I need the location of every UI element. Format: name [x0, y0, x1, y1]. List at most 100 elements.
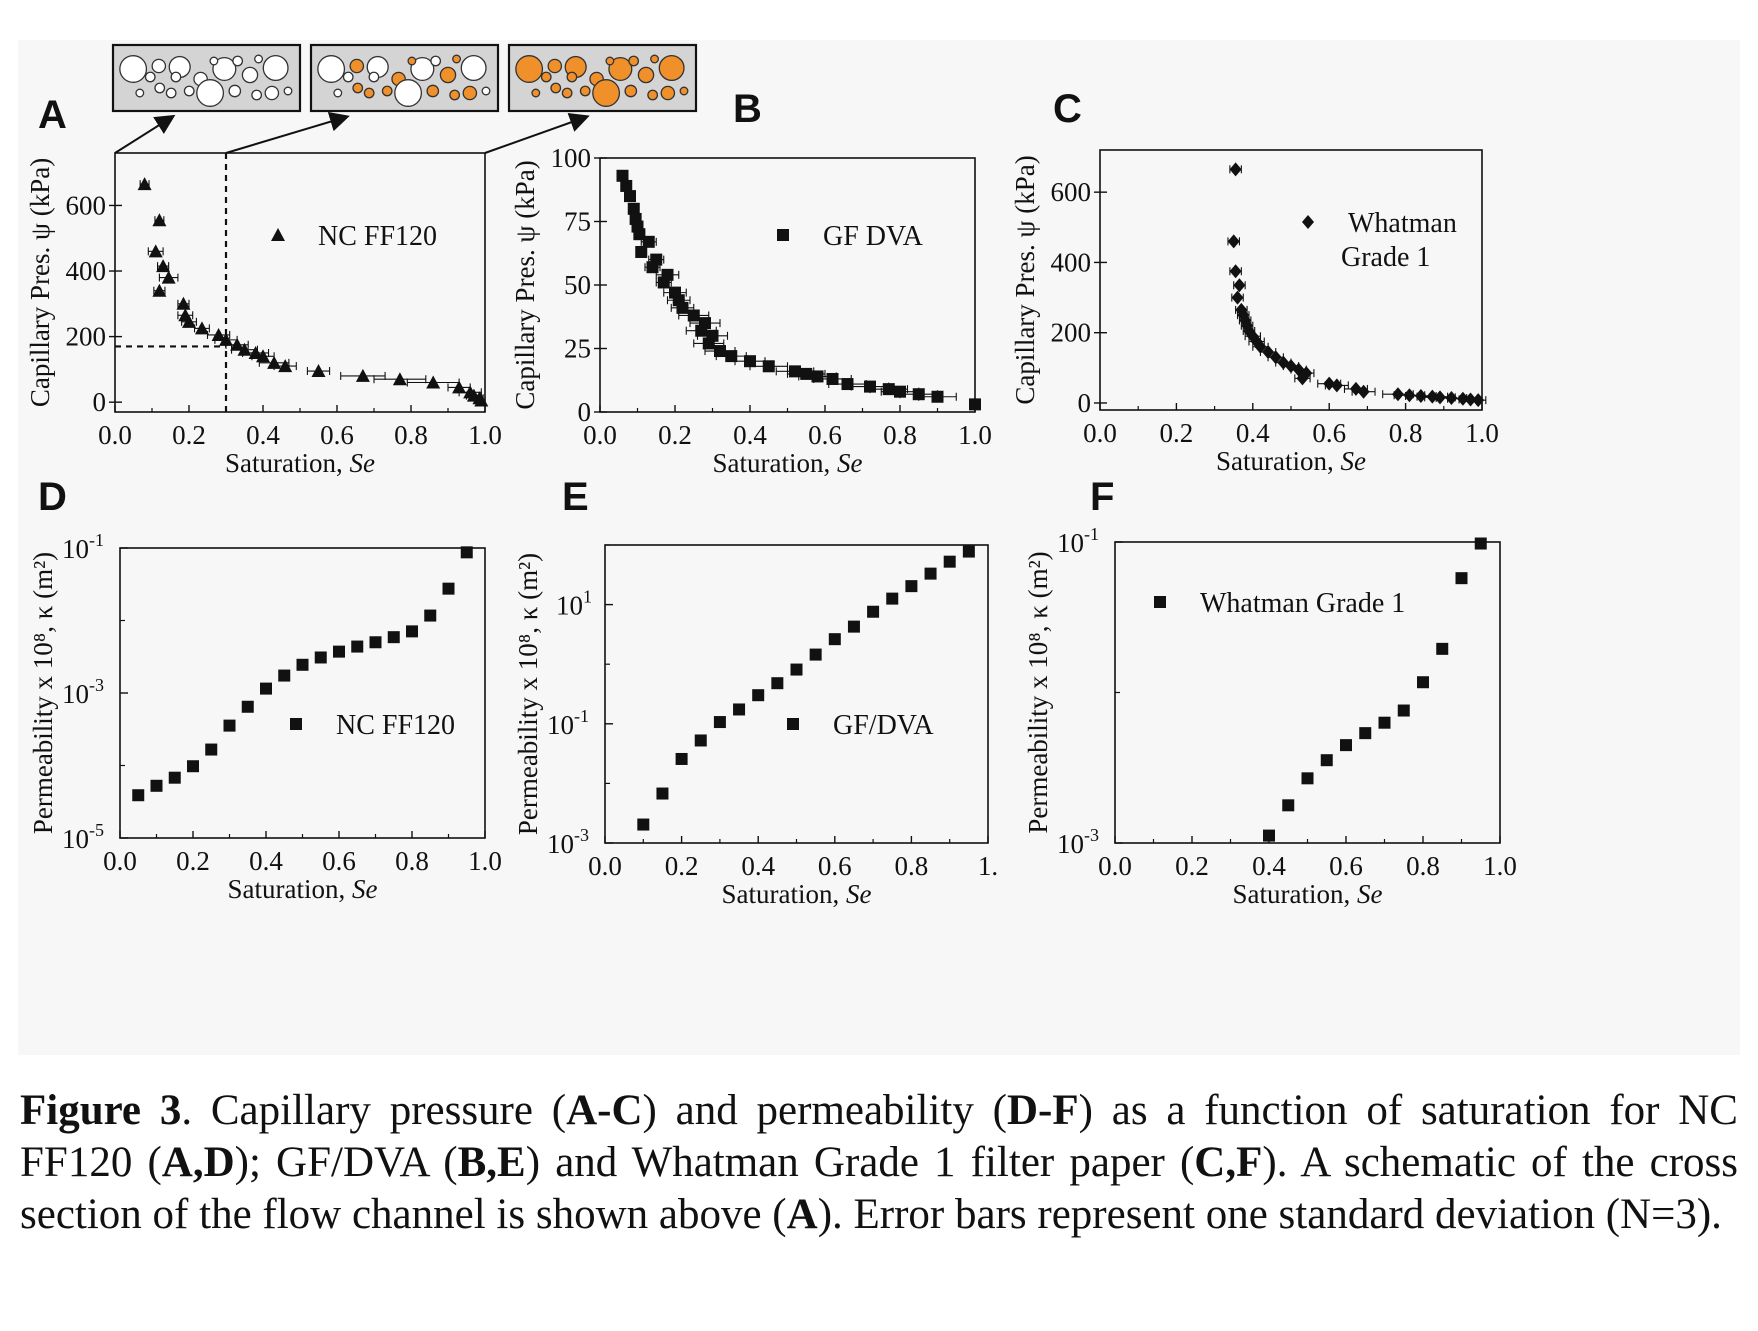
data-point [675, 752, 688, 765]
data-point [1455, 572, 1468, 585]
x-tick-label: 0.8 [1406, 851, 1440, 881]
legend-label: NC FF120 [336, 710, 455, 741]
x-tick-label: 0.2 [1175, 851, 1209, 881]
data-point [387, 631, 400, 644]
pore-circle [333, 88, 343, 98]
data-point [694, 734, 707, 747]
pore-circle [170, 71, 182, 83]
y-tick-label: 400 [1051, 247, 1092, 277]
y-tick-label: 10-1 [547, 706, 589, 740]
y-tick-label: 0 [578, 397, 592, 427]
x-tick-label: 1.0 [1483, 851, 1517, 881]
legend-marker [1302, 215, 1314, 229]
legend-label: Whatman [1348, 208, 1457, 239]
data-point [676, 301, 689, 314]
data-point [1231, 290, 1244, 305]
y-tick-label: 100 [551, 143, 592, 173]
data-point [137, 177, 152, 191]
caption-figure-label: Figure 3 [20, 1087, 182, 1134]
pore-circle [144, 71, 156, 83]
x-tick-label: 0.8 [395, 846, 429, 876]
panel-letter: C [1053, 87, 1082, 131]
schematic-arrow [484, 112, 590, 154]
data-point [800, 367, 813, 380]
x-tick-label: 0.0 [103, 846, 137, 876]
x-axis-label: Saturation, Se [713, 448, 863, 478]
data-point [392, 372, 407, 386]
data-point [406, 625, 418, 638]
data-point [1269, 350, 1282, 365]
legend-label: NC FF120 [318, 221, 437, 252]
data-point [633, 228, 646, 241]
data-point [182, 314, 196, 328]
data-point [1472, 393, 1485, 408]
pore-circle [452, 54, 461, 64]
data-point [161, 270, 176, 284]
data-point [1433, 390, 1446, 405]
schematic-arrow [225, 112, 350, 154]
x-tick-label: 0.4 [246, 420, 280, 450]
y-tick-label: 10-1 [1057, 524, 1099, 558]
data-point [1456, 391, 1469, 406]
pore-circle [561, 87, 573, 99]
pore-circle [407, 56, 417, 66]
pore-circle [637, 66, 655, 84]
x-axis-label: Saturation, Se [225, 448, 375, 478]
legend-label: GF/DVA [833, 710, 934, 741]
data-point [1445, 391, 1458, 406]
legend-label: Whatman Grade 1 [1200, 588, 1405, 619]
legend-marker [777, 229, 789, 241]
pore-circle [531, 88, 541, 98]
pore-circle [264, 85, 280, 101]
y-tick-label: 400 [66, 256, 107, 286]
panel-a: A 0.0 0.2 0.4 0.6 0.8 1.0 0 200 400 600 Saturation,… [25, 93, 502, 478]
x-tick-label: 0.0 [588, 851, 622, 881]
data-point [733, 703, 746, 716]
pore-circle [430, 55, 442, 67]
data-point [260, 682, 272, 695]
data-point [1417, 676, 1429, 689]
caption-segment: ) as a function of saturation for NC FF1… [20, 1087, 1738, 1186]
data-point [176, 296, 191, 310]
data-point [132, 789, 145, 802]
x-tick-label: 0.4 [733, 420, 767, 450]
pore-circle [550, 82, 562, 94]
panel-letter: D [38, 475, 67, 519]
data-point [924, 567, 937, 580]
pore-circle [135, 88, 145, 98]
pore-circle [183, 85, 195, 97]
data-point [627, 202, 640, 215]
data-point [314, 651, 327, 664]
y-tick-label: 75 [564, 207, 591, 237]
data-point [867, 605, 880, 618]
x-axis-label: Saturation, Se [228, 874, 378, 904]
y-tick-label: 600 [66, 190, 107, 220]
data-point [886, 592, 899, 605]
data-point [219, 332, 233, 346]
data-point [241, 700, 254, 713]
data-point [695, 324, 708, 337]
data-point [809, 648, 822, 661]
x-tick-label: 0.8 [1389, 418, 1423, 448]
panel-letter: B [733, 87, 762, 131]
pore-circle [426, 84, 440, 98]
caption-segment: A,D [161, 1139, 235, 1186]
data-point [1233, 278, 1246, 293]
caption-segment: D-F [1006, 1087, 1079, 1134]
y-tick-label: 10-3 [547, 825, 589, 859]
legend-marker [1154, 596, 1166, 608]
data-point [452, 380, 467, 394]
pore-circle [196, 79, 225, 107]
data-point [1323, 376, 1336, 391]
data-point [156, 259, 171, 273]
y-axis-label: Permeability x 10⁸, κ (m²) [513, 553, 543, 835]
data-point [333, 645, 345, 658]
x-tick-label: 0.2 [658, 420, 692, 450]
pore-circle [241, 66, 259, 84]
y-axis-label: Capillary Pres. ψ (kPa) [1010, 155, 1040, 404]
x-tick-label: 0.2 [172, 420, 206, 450]
data-point [642, 235, 655, 248]
data-point [187, 760, 199, 773]
pore-circle [228, 84, 242, 98]
pore-circle [449, 89, 461, 101]
